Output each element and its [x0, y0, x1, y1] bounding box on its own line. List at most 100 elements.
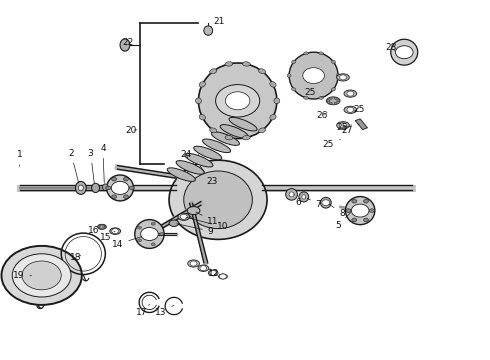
Circle shape: [111, 181, 129, 194]
Circle shape: [369, 209, 374, 212]
Circle shape: [160, 233, 164, 235]
Text: 14: 14: [112, 237, 142, 248]
Circle shape: [129, 186, 134, 190]
Ellipse shape: [270, 114, 276, 120]
Circle shape: [138, 239, 142, 242]
Text: 16: 16: [88, 226, 103, 235]
Ellipse shape: [337, 74, 349, 81]
Circle shape: [200, 266, 207, 271]
Circle shape: [106, 186, 111, 190]
Text: 25: 25: [322, 140, 341, 149]
Text: 27: 27: [341, 124, 359, 135]
Text: 4: 4: [100, 144, 106, 183]
Circle shape: [337, 100, 340, 102]
Ellipse shape: [208, 270, 218, 276]
Text: 6: 6: [294, 194, 301, 207]
Circle shape: [329, 97, 332, 99]
Ellipse shape: [391, 39, 417, 65]
Ellipse shape: [292, 88, 296, 91]
Ellipse shape: [219, 274, 227, 279]
Ellipse shape: [259, 69, 266, 74]
Polygon shape: [355, 119, 368, 130]
Ellipse shape: [225, 135, 233, 140]
Text: 22: 22: [123, 38, 134, 47]
Text: 17: 17: [136, 304, 149, 317]
Ellipse shape: [169, 160, 267, 239]
Circle shape: [303, 68, 324, 84]
Ellipse shape: [302, 195, 306, 199]
Ellipse shape: [78, 185, 83, 191]
Circle shape: [123, 177, 128, 181]
Ellipse shape: [196, 98, 201, 104]
Circle shape: [329, 102, 332, 104]
Ellipse shape: [178, 213, 190, 220]
Ellipse shape: [345, 197, 375, 225]
Ellipse shape: [337, 122, 349, 129]
Circle shape: [347, 91, 354, 96]
Ellipse shape: [286, 189, 297, 200]
Text: 3: 3: [88, 149, 94, 183]
Ellipse shape: [167, 168, 196, 181]
Ellipse shape: [75, 181, 86, 194]
Ellipse shape: [326, 97, 340, 105]
Ellipse shape: [243, 62, 250, 66]
Ellipse shape: [199, 114, 205, 120]
Ellipse shape: [185, 153, 213, 167]
Ellipse shape: [344, 90, 357, 97]
Ellipse shape: [211, 132, 240, 145]
Ellipse shape: [319, 52, 323, 55]
Circle shape: [180, 214, 187, 219]
Ellipse shape: [331, 60, 336, 63]
Ellipse shape: [259, 128, 266, 133]
Text: 26: 26: [317, 112, 328, 120]
Ellipse shape: [110, 228, 121, 234]
Ellipse shape: [289, 192, 294, 197]
Ellipse shape: [229, 117, 257, 131]
Text: 25: 25: [336, 123, 352, 132]
Text: 7: 7: [307, 198, 321, 209]
Ellipse shape: [176, 161, 204, 174]
Circle shape: [1, 246, 82, 305]
Text: 25: 25: [353, 105, 365, 114]
Circle shape: [327, 100, 330, 102]
Ellipse shape: [187, 207, 200, 215]
Text: 2: 2: [68, 149, 79, 183]
Circle shape: [141, 228, 158, 240]
Ellipse shape: [135, 220, 164, 248]
Circle shape: [334, 97, 337, 99]
Ellipse shape: [198, 265, 209, 271]
Text: 28: 28: [385, 43, 397, 52]
Ellipse shape: [292, 60, 296, 63]
Circle shape: [364, 218, 368, 222]
Ellipse shape: [243, 135, 250, 140]
Circle shape: [151, 222, 155, 225]
Circle shape: [347, 107, 354, 112]
Circle shape: [210, 270, 217, 275]
Text: 9: 9: [177, 224, 214, 236]
Circle shape: [322, 200, 330, 206]
Text: 1: 1: [17, 150, 23, 166]
Ellipse shape: [220, 125, 248, 138]
Circle shape: [138, 226, 142, 229]
Ellipse shape: [204, 26, 213, 35]
Ellipse shape: [319, 96, 323, 99]
Ellipse shape: [210, 69, 217, 74]
Circle shape: [334, 102, 337, 104]
Ellipse shape: [304, 96, 308, 99]
Circle shape: [190, 261, 197, 266]
Circle shape: [104, 226, 106, 228]
Circle shape: [351, 204, 369, 217]
Ellipse shape: [225, 62, 233, 66]
Text: 15: 15: [99, 231, 115, 242]
Circle shape: [112, 195, 117, 198]
Ellipse shape: [331, 88, 336, 91]
Text: 20: 20: [125, 126, 137, 135]
Ellipse shape: [304, 52, 308, 55]
Circle shape: [98, 226, 99, 228]
Text: 23: 23: [200, 166, 218, 186]
Ellipse shape: [270, 82, 276, 87]
Text: 25: 25: [304, 89, 322, 98]
Ellipse shape: [274, 98, 280, 104]
Circle shape: [340, 123, 346, 128]
Ellipse shape: [169, 220, 179, 226]
